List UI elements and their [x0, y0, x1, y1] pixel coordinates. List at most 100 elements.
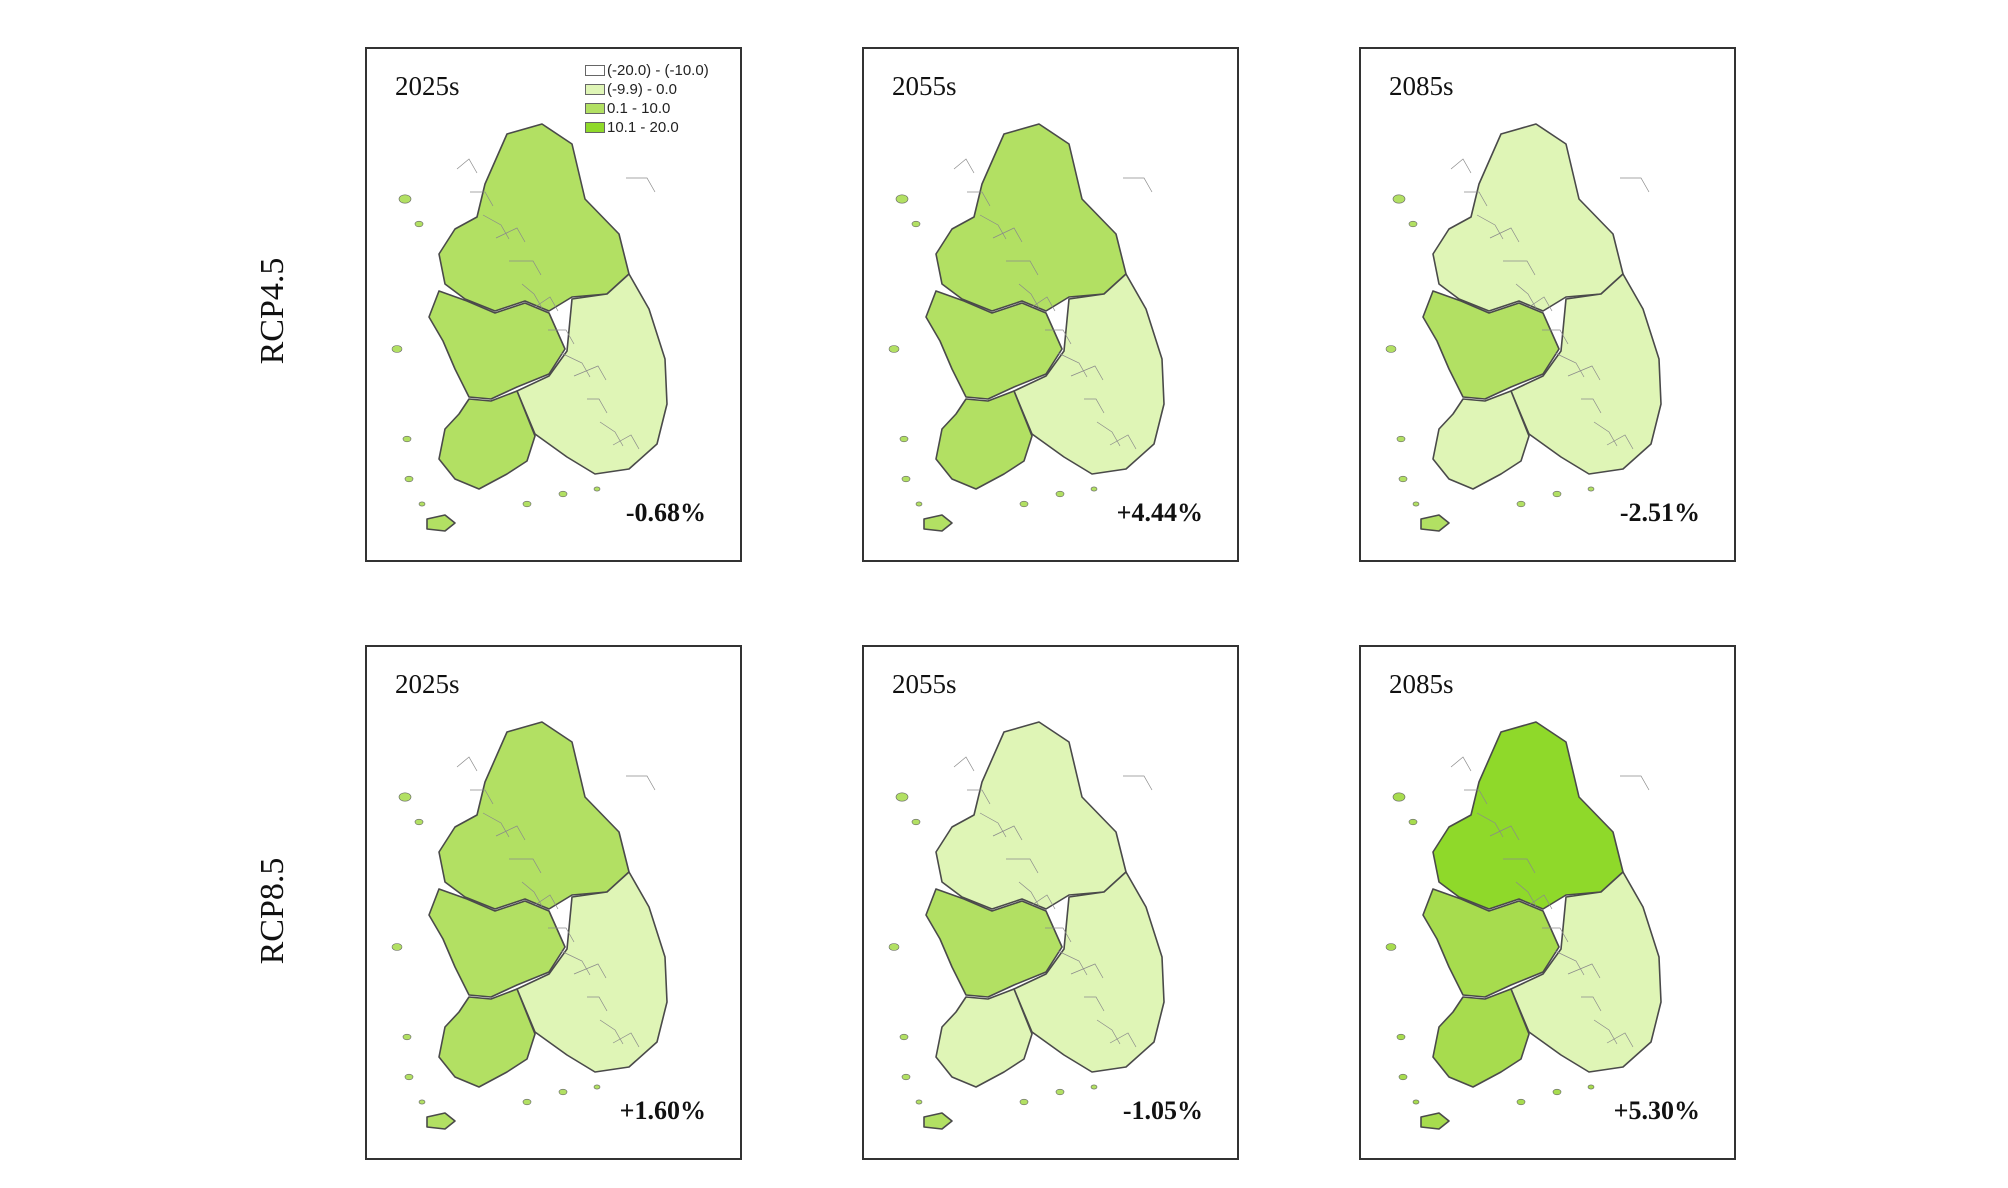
region-jeju — [426, 514, 456, 532]
island — [402, 1033, 412, 1041]
change-percent: +4.44% — [1116, 498, 1203, 527]
island — [895, 792, 909, 802]
island — [888, 943, 900, 951]
region-north — [935, 721, 1127, 910]
district-boundary — [953, 158, 975, 174]
district-boundary — [1031, 296, 1056, 312]
district-boundary — [470, 191, 494, 207]
district-boundary — [1123, 775, 1153, 791]
island — [1055, 490, 1065, 498]
row-label-rcp45: RCP4.5 — [254, 257, 291, 365]
district-boundary — [992, 825, 1023, 841]
district-boundary — [612, 434, 640, 450]
district-boundary — [992, 227, 1023, 243]
island — [1412, 501, 1420, 507]
district-boundary — [548, 927, 575, 943]
region-east — [1510, 871, 1662, 1073]
district-boundary — [1084, 996, 1105, 1012]
region-jeju — [923, 514, 953, 532]
legend-swatch — [585, 65, 605, 76]
district-boundary — [1084, 398, 1105, 414]
district-boundary — [612, 1032, 640, 1048]
period-label: 2055s — [892, 669, 957, 699]
island — [391, 345, 403, 353]
district-boundary — [1528, 894, 1553, 910]
island — [593, 486, 601, 492]
island — [558, 1088, 568, 1096]
district-boundary — [1031, 894, 1056, 910]
district-boundary — [534, 894, 559, 910]
district-boundary — [1018, 283, 1040, 309]
district-boundary — [1109, 434, 1137, 450]
district-boundary — [599, 421, 624, 447]
legend-swatch — [585, 84, 605, 95]
region-sw — [438, 988, 536, 1088]
island — [1408, 220, 1418, 228]
district-boundary — [1006, 260, 1039, 276]
island — [402, 435, 412, 443]
district-boundary — [521, 283, 543, 309]
region-north — [1432, 123, 1624, 312]
region-east — [516, 871, 668, 1073]
district-boundary — [1476, 214, 1504, 240]
district-boundary — [1070, 365, 1104, 381]
island — [522, 500, 532, 508]
district-boundary — [626, 775, 656, 791]
island — [1412, 1099, 1420, 1105]
island — [1090, 486, 1098, 492]
district-boundary — [967, 191, 991, 207]
region-sw — [1432, 390, 1530, 490]
choropleth-map — [391, 123, 668, 532]
island — [404, 475, 414, 483]
period-label: 2085s — [1389, 669, 1454, 699]
map-legend: (-20.0) - (-10.0) (-9.9) - 0.0 0.1 - 10.… — [585, 61, 709, 137]
legend-label: (-9.9) - 0.0 — [607, 81, 678, 98]
legend-item: 10.1 - 20.0 — [585, 118, 709, 137]
district-boundary — [470, 789, 494, 805]
legend-item: 0.1 - 10.0 — [585, 99, 709, 118]
district-boundary — [1464, 789, 1488, 805]
district-boundary — [1464, 191, 1488, 207]
change-percent: +1.60% — [619, 1096, 706, 1125]
district-boundary — [587, 996, 608, 1012]
district-boundary — [1515, 283, 1537, 309]
island — [414, 818, 424, 826]
legend-swatch — [585, 122, 605, 133]
row-label-rcp85: RCP8.5 — [254, 857, 291, 965]
region-north — [438, 721, 630, 910]
island — [1516, 1098, 1526, 1106]
island — [1552, 490, 1562, 498]
choropleth-map — [888, 721, 1165, 1130]
region-sw — [935, 988, 1033, 1088]
district-boundary — [1070, 963, 1104, 979]
change-percent: -2.51% — [1619, 498, 1700, 527]
district-boundary — [1515, 881, 1537, 907]
district-boundary — [560, 950, 591, 976]
region-east — [516, 273, 668, 475]
region-jeju — [1420, 514, 1450, 532]
island — [1385, 345, 1397, 353]
island — [1552, 1088, 1562, 1096]
island — [1516, 500, 1526, 508]
district-boundary — [456, 158, 478, 174]
district-boundary — [1593, 1019, 1618, 1045]
change-percent: -0.68% — [625, 498, 706, 527]
island — [558, 490, 568, 498]
district-boundary — [509, 260, 542, 276]
district-boundary — [626, 177, 656, 193]
district-boundary — [1542, 927, 1569, 943]
region-sw — [438, 390, 536, 490]
district-boundary — [1503, 260, 1536, 276]
period-label: 2025s — [395, 669, 460, 699]
district-boundary — [599, 1019, 624, 1045]
island — [391, 943, 403, 951]
district-boundary — [1476, 812, 1504, 838]
district-boundary — [1096, 421, 1121, 447]
island — [1587, 486, 1595, 492]
region-east — [1013, 273, 1165, 475]
region-west — [428, 888, 566, 998]
island — [1019, 500, 1029, 508]
district-boundary — [1045, 927, 1072, 943]
district-boundary — [1123, 177, 1153, 193]
island — [1385, 943, 1397, 951]
